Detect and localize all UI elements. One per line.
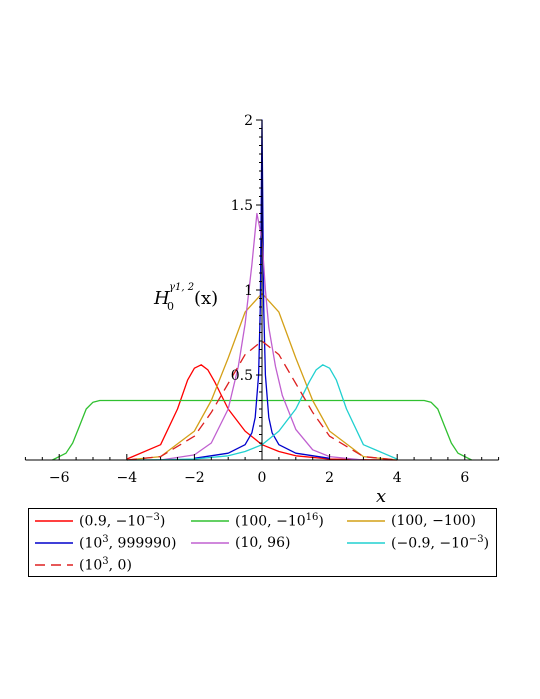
legend-item: (−0.9, −10−3) [345, 533, 489, 553]
x-tick-label: 2 [325, 470, 334, 486]
legend-swatch [191, 520, 229, 522]
legend-label: (100, −1016) [235, 512, 324, 530]
legend-label: (10, 96) [235, 535, 291, 551]
x-tick-label: −2 [184, 470, 205, 486]
x-tick-label: 4 [393, 470, 402, 486]
legend-swatch [191, 542, 229, 544]
legend-swatch [35, 564, 73, 566]
legend-item: (103, 0) [33, 555, 132, 575]
svg-text:(x): (x) [194, 288, 218, 309]
y-tick-label: 2 [244, 113, 253, 129]
svg-text:H: H [153, 288, 170, 309]
y-tick-label: 1 [244, 283, 253, 299]
legend-label: (103, 0) [79, 556, 132, 574]
legend-item: (100, −100) [345, 511, 476, 531]
legend-label: (100, −100) [391, 513, 476, 529]
x-tick-label: −6 [49, 470, 70, 486]
y-axis-title: H 0 γ1, 2 (x) [153, 282, 218, 313]
x-tick-label: 0 [258, 470, 267, 486]
x-tick-label: −4 [116, 470, 137, 486]
legend-label: (−0.9, −10−3) [391, 534, 490, 552]
svg-text:0: 0 [167, 300, 174, 313]
legend-swatch [35, 542, 73, 544]
legend-label: (103, 999990) [79, 534, 177, 552]
legend: (0.9, −10−3) (100, −1016) (100, −100) (103,… [28, 508, 497, 577]
chart-plot: −6 −4 −2 0 2 4 6 0.5 1 1.5 2 H 0 γ1, 2 (x) x [24, 113, 500, 507]
legend-item: (0.9, −10−3) [33, 511, 165, 531]
legend-swatch [347, 520, 385, 522]
legend-swatch [35, 520, 73, 522]
y-tick-label: 0.5 [231, 368, 253, 384]
legend-item: (10, 96) [189, 533, 290, 553]
series-line-0 [126, 364, 398, 461]
legend-swatch [347, 542, 385, 544]
legend-label: (0.9, −10−3) [79, 512, 166, 530]
x-tick-label: 6 [460, 470, 469, 486]
legend-item: (100, −1016) [189, 511, 324, 531]
svg-text:γ1, 2: γ1, 2 [169, 282, 194, 293]
axes-layer: −6 −4 −2 0 2 4 6 0.5 1 1.5 2 [24, 113, 500, 486]
x-axis-title: x [376, 486, 386, 507]
y-tick-label: 1.5 [231, 198, 253, 214]
legend-item: (103, 999990) [33, 533, 176, 553]
series-line-6 [126, 340, 398, 461]
